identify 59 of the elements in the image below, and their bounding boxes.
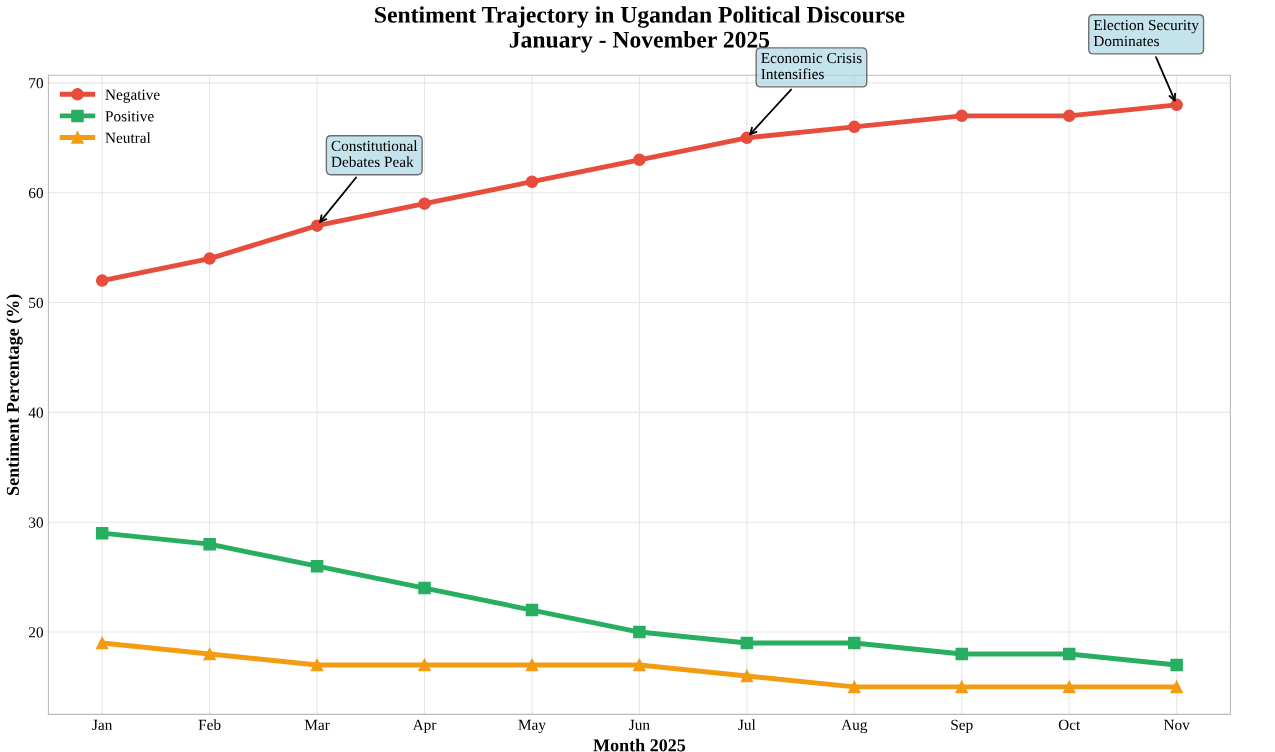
x-tick-label: Feb [198,719,221,731]
point [418,658,431,672]
annotation: Constitutional Debates Peak [331,140,418,168]
legend-label: Neutral [105,132,151,144]
point [525,603,539,617]
point [848,680,861,694]
chart-title: Sentiment Trajectory in Ugandan Political Discourse January - November 2025 [375,6,905,53]
x-tick-label: Jul [738,719,756,731]
legend-label: Negative [105,89,160,103]
point [1062,647,1076,661]
point [1170,658,1183,672]
legend-label: Positive [105,111,154,122]
x-tick-label: Jun [629,719,650,731]
point [633,153,646,167]
point [955,109,969,123]
point [740,131,754,145]
point [1062,109,1076,123]
x-tick-label: Nov [1163,719,1190,731]
point [1170,680,1183,694]
y-axis-title: Sentiment Percentage (%) [6,294,23,495]
point [418,197,431,210]
y-tick-label: 60 [28,187,44,199]
x-tick-label: Apr [412,719,437,734]
point [633,658,646,672]
y-tick-label: 40 [28,407,44,418]
point [203,252,216,265]
point [418,581,431,595]
point [633,625,646,639]
x-tick-label: May [518,719,546,734]
point [955,647,969,661]
x-tick-label: Mar [304,719,330,731]
point [203,647,216,661]
x-tick-label: Aug [841,719,868,734]
point [740,636,754,650]
point [95,636,109,650]
x-tick-label: Sep [951,719,973,734]
point [203,537,216,551]
x-tick-label: Oct [1058,719,1081,731]
point [310,658,324,672]
x-axis-title: Month 2025 [593,738,686,752]
point [848,636,861,650]
point [525,175,539,188]
y-tick-label: 70 [29,78,44,89]
point [95,526,109,540]
y-tick-label: 50 [29,297,44,308]
point [955,680,969,694]
point [525,658,539,672]
y-tick-label: 20 [28,627,44,638]
x-tick-label: Jan [92,719,113,731]
y-tick-label: 30 [29,517,44,528]
point [310,559,324,573]
point [1170,98,1183,112]
annotation: Election Security Dominates [1093,19,1199,47]
point [848,120,861,134]
annotation: Economic Crisis Intensifies [761,52,862,80]
point [95,274,109,287]
point [1062,680,1076,694]
point [740,669,754,683]
point [310,219,324,232]
